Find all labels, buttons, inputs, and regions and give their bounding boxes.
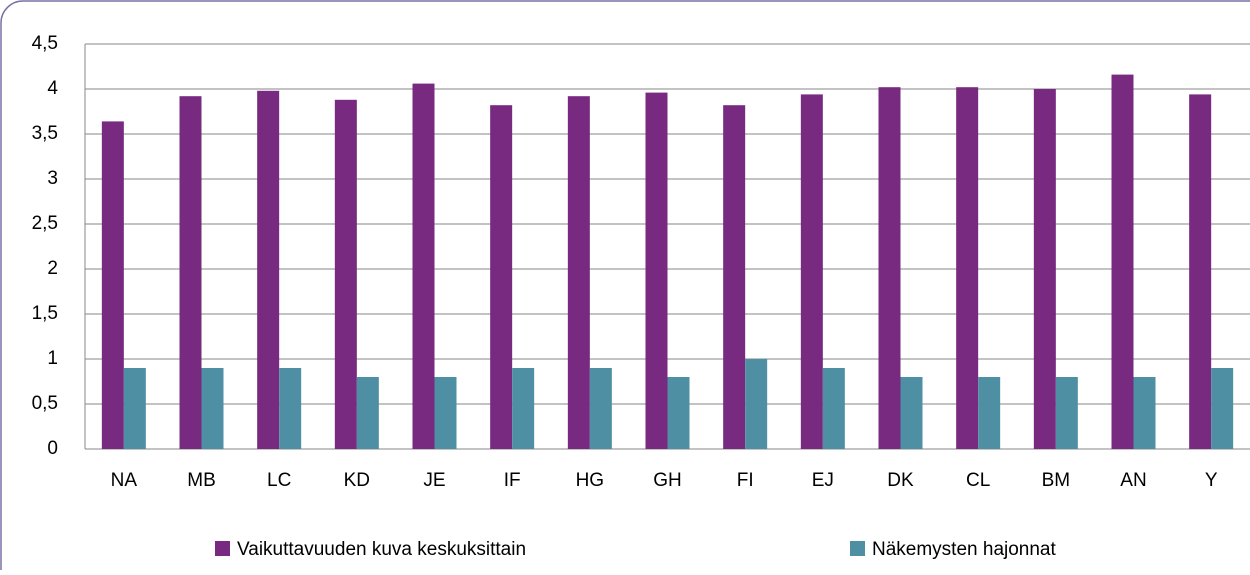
- x-tick-label: BM: [1042, 470, 1071, 491]
- x-tick-label: MB: [187, 470, 216, 491]
- x-tick-label: JE: [423, 470, 445, 491]
- bar: [900, 377, 923, 449]
- bar: [645, 92, 668, 449]
- y-tick-label: 4,5: [32, 33, 58, 54]
- bar: [800, 94, 823, 450]
- y-tick-label: 0: [47, 438, 58, 459]
- legend-swatch: [850, 541, 865, 556]
- bar: [123, 368, 146, 449]
- x-tick-label: EJ: [812, 470, 834, 491]
- legend-label: Vaikuttavuuden kuva keskuksittain: [237, 539, 526, 560]
- x-tick-label: AN: [1120, 470, 1146, 491]
- bar: [1211, 368, 1234, 449]
- bar: [1133, 377, 1156, 449]
- y-tick-label: 1,5: [32, 303, 58, 324]
- legend-swatch: [215, 541, 230, 556]
- bar: [567, 96, 590, 449]
- bar: [878, 87, 901, 449]
- bar: [745, 359, 768, 449]
- bar: [667, 377, 690, 449]
- bar: [434, 377, 457, 449]
- bar: [334, 99, 357, 450]
- bar: [1111, 74, 1134, 449]
- bar: [101, 121, 124, 450]
- y-tick-label: 4: [47, 78, 58, 99]
- bar: [1033, 89, 1056, 449]
- bar: [512, 368, 535, 449]
- x-tick-label: CL: [966, 470, 990, 491]
- bar: [412, 83, 435, 449]
- y-tick-label: 1: [47, 348, 58, 369]
- bar: [201, 368, 224, 449]
- x-tick-label: NA: [111, 470, 138, 491]
- y-tick-label: 3,5: [32, 123, 58, 144]
- bar: [822, 368, 845, 449]
- x-tick-label: IF: [504, 470, 521, 491]
- x-tick-label: Y: [1205, 470, 1218, 491]
- y-tick-label: 3: [47, 168, 58, 189]
- y-tick-label: 2: [47, 258, 58, 279]
- legend-label: Näkemysten hajonnat: [872, 539, 1056, 560]
- bar: [356, 377, 379, 449]
- x-tick-label: KD: [344, 470, 370, 491]
- y-tick-label: 2,5: [32, 213, 58, 234]
- bar: [1189, 94, 1212, 450]
- x-tick-label: FI: [737, 470, 754, 491]
- bar: [1055, 377, 1078, 449]
- bar: [956, 87, 979, 449]
- bar: [179, 96, 202, 449]
- x-tick-label: GH: [653, 470, 682, 491]
- bar: [257, 90, 280, 450]
- bar: [279, 368, 302, 449]
- y-tick-label: 0,5: [32, 393, 58, 414]
- x-tick-label: HG: [576, 470, 605, 491]
- bar: [490, 105, 513, 449]
- bar: [589, 368, 612, 449]
- x-tick-label: LC: [267, 470, 291, 491]
- bar: [978, 377, 1001, 449]
- x-tick-label: DK: [887, 470, 914, 491]
- bar: [723, 105, 746, 449]
